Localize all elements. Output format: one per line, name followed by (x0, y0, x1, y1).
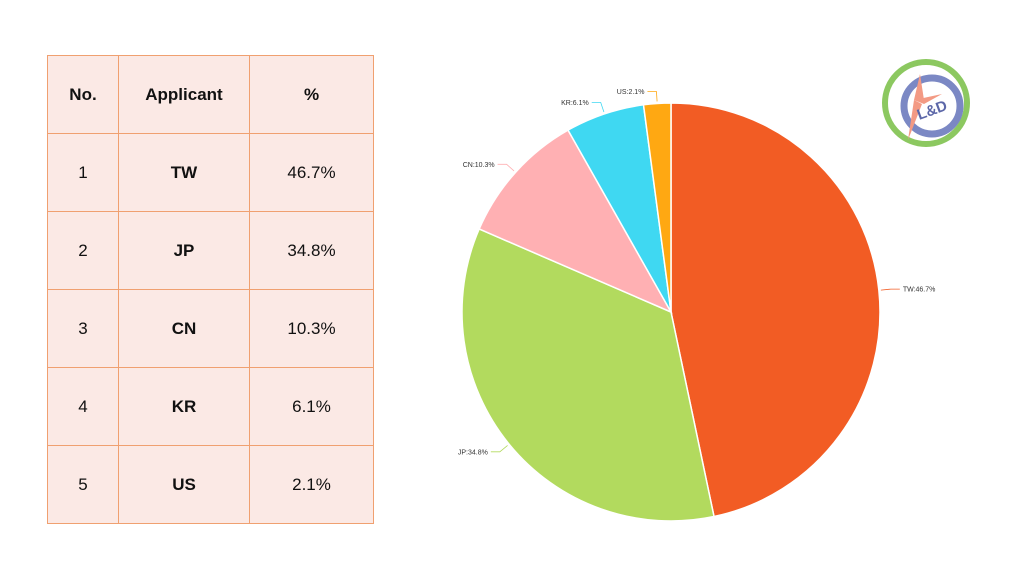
header-no: No. (47, 55, 119, 134)
logo-blade-icon (908, 100, 922, 140)
table-row: 4 KR 6.1% (47, 367, 374, 446)
pie-label-jp: JP:34.8% (458, 449, 488, 456)
table-row: 5 US 2.1% (47, 445, 374, 524)
row-applicant: JP (118, 211, 250, 290)
row-number: 2 (47, 211, 119, 290)
row-number: 4 (47, 367, 119, 446)
pie-slice-us (642, 102, 672, 313)
pie-label-cn: CN:10.3% (463, 162, 495, 169)
logo-blade-icon (914, 74, 924, 100)
row-percent: 6.1% (249, 367, 374, 446)
table-row: 1 TW 46.7% (47, 133, 374, 212)
logo-outer-ring (882, 59, 970, 147)
pie-label-us: US:2.1% (617, 89, 645, 96)
header-applicant: Applicant (118, 55, 250, 134)
row-applicant: US (118, 445, 250, 524)
row-percent: 46.7% (249, 133, 374, 212)
row-number: 3 (47, 289, 119, 368)
row-percent: 2.1% (249, 445, 374, 524)
pie-leader-line (490, 445, 508, 453)
header-percent: % (249, 55, 374, 134)
pie-slice-tw (670, 102, 881, 518)
pie-leader-line (647, 91, 658, 102)
pie-label-kr: KR:6.1% (561, 100, 589, 107)
table-header-row: No. Applicant % (47, 55, 374, 134)
row-applicant: TW (118, 133, 250, 212)
pie-slice-jp (461, 228, 715, 522)
ld-logo: L&D (882, 59, 970, 147)
applicant-table: No. Applicant % 1 TW 46.7% 2 JP 34.8% 3 … (47, 55, 374, 524)
pie-leader-line (497, 163, 515, 172)
row-percent: 10.3% (249, 289, 374, 368)
row-number: 5 (47, 445, 119, 524)
logo-blade-icon (914, 94, 942, 104)
pie-leader-line (591, 102, 605, 113)
pie-label-tw: TW:46.7% (903, 287, 936, 294)
table-row: 2 JP 34.8% (47, 211, 374, 290)
pie-leader-line (880, 288, 900, 291)
table-row: 3 CN 10.3% (47, 289, 374, 368)
row-applicant: KR (118, 367, 250, 446)
row-percent: 34.8% (249, 211, 374, 290)
pie-slice-cn (478, 129, 673, 314)
